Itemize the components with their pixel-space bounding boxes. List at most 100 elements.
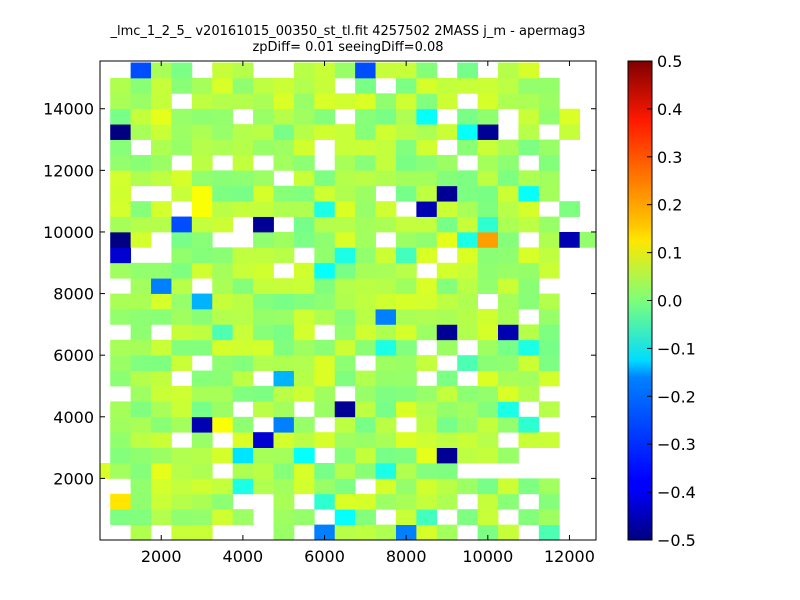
heatmap-cell: [191, 293, 213, 310]
heatmap-cell: [130, 339, 152, 356]
chart-title-line2: zpDiff= 0.01 seeingDiff=0.08: [252, 40, 444, 55]
heatmap-cell: [253, 216, 274, 233]
heatmap-cell: [559, 124, 581, 140]
heatmap-cell: [232, 355, 254, 371]
heatmap-cell: [477, 370, 499, 387]
heatmap-cell: [171, 278, 193, 294]
heatmap-cell: [395, 355, 417, 371]
heatmap-cell: [212, 385, 234, 402]
heatmap-cell: [314, 355, 336, 371]
heatmap-cell: [477, 278, 499, 294]
heatmap-cell: [212, 62, 234, 79]
heatmap-cell: [110, 339, 132, 356]
heatmap-cell: [212, 139, 234, 156]
heatmap-cell: [457, 293, 479, 310]
heatmap-cell: [375, 355, 397, 371]
heatmap-cell: [436, 293, 458, 310]
heatmap-cell: [273, 324, 295, 341]
heatmap-cell: [498, 293, 519, 310]
heatmap-cell: [457, 509, 479, 525]
heatmap-cell: [355, 262, 376, 279]
heatmap-cell: [191, 262, 213, 279]
heatmap-cell: [151, 432, 172, 448]
heatmap-cell: [334, 201, 356, 217]
x-axis: 2000 4000 6000 8000 10000 12000: [141, 61, 595, 566]
heatmap-cell: [253, 324, 274, 341]
heatmap-cell: [498, 62, 519, 79]
heatmap-cell: [130, 108, 152, 125]
heatmap-cell: [151, 478, 172, 495]
heatmap-cell: [191, 108, 213, 125]
heatmap-cell: [171, 185, 193, 202]
heatmap-cell: [538, 324, 560, 341]
heatmap-cell: [314, 108, 336, 125]
y-tick-label: 8000: [53, 285, 94, 304]
heatmap-cell: [130, 293, 152, 310]
heatmap-cell: [498, 185, 519, 202]
heatmap-cell: [416, 509, 438, 525]
heatmap-cell: [375, 293, 397, 310]
heatmap-cell: [293, 262, 315, 279]
heatmap-cell: [110, 509, 132, 525]
heatmap-cell: [273, 278, 295, 294]
heatmap-cell: [436, 262, 458, 279]
heatmap-cell: [232, 416, 254, 433]
heatmap-cell: [151, 509, 172, 525]
heatmap-cell: [110, 401, 132, 418]
heatmap-cell: [416, 247, 438, 264]
heatmap-cell: [130, 493, 152, 510]
heatmap-cell: [293, 478, 315, 495]
heatmap-cell: [212, 370, 234, 387]
heatmap-cell: [477, 308, 499, 325]
heatmap-cell: [477, 447, 499, 464]
heatmap-cell: [436, 216, 458, 233]
heatmap-cell: [314, 385, 336, 402]
heatmap-cell: [334, 278, 356, 294]
heatmap-cell: [395, 462, 417, 479]
heatmap-cell: [416, 293, 438, 310]
heatmap-cell: [498, 278, 519, 294]
heatmap-cell: [273, 124, 295, 140]
heatmap-cell: [538, 139, 560, 156]
heatmap-cell: [477, 154, 499, 171]
heatmap-cell: [314, 185, 336, 202]
heatmap-cell: [477, 93, 499, 110]
heatmap-cells: [100, 62, 597, 541]
heatmap-cell: [538, 432, 560, 448]
heatmap-cell: [334, 124, 356, 140]
heatmap-cell: [171, 139, 193, 156]
heatmap-cell: [416, 77, 438, 94]
heatmap-cell: [375, 524, 397, 541]
heatmap-cell: [518, 432, 540, 448]
heatmap-cell: [273, 416, 295, 433]
heatmap-cell: [355, 139, 376, 156]
heatmap-cell: [355, 462, 376, 479]
heatmap-cell: [191, 170, 213, 187]
chart-title-line1: _lmc_1_2_5_ v20161015_00350_st_tl.fit 42…: [110, 24, 586, 39]
heatmap-cell: [293, 216, 315, 233]
heatmap-cell: [436, 478, 458, 495]
heatmap-cell: [457, 77, 479, 94]
heatmap-cell: [395, 509, 417, 525]
heatmap-cell: [334, 478, 356, 495]
heatmap-cell: [110, 370, 132, 387]
heatmap-cell: [212, 401, 234, 418]
heatmap-cell: [375, 478, 397, 495]
y-tick-label: 6000: [53, 346, 94, 365]
heatmap-cell: [457, 262, 479, 279]
heatmap-cell: [273, 93, 295, 110]
colorbar-tick-label: −0.2: [657, 387, 696, 406]
heatmap-cell: [232, 293, 254, 310]
heatmap-cell: [416, 216, 438, 233]
colorbar-tick-label: 0.0: [657, 292, 682, 311]
heatmap-cell: [293, 416, 315, 433]
heatmap-cell: [171, 108, 193, 125]
heatmap-cell: [477, 509, 499, 525]
heatmap-cell: [395, 324, 417, 341]
heatmap-cell: [518, 262, 540, 279]
heatmap-cell: [130, 432, 152, 448]
heatmap-cell: [273, 154, 295, 171]
heatmap-cell: [355, 247, 376, 264]
heatmap-cell: [293, 385, 315, 402]
heatmap-cell: [253, 93, 274, 110]
